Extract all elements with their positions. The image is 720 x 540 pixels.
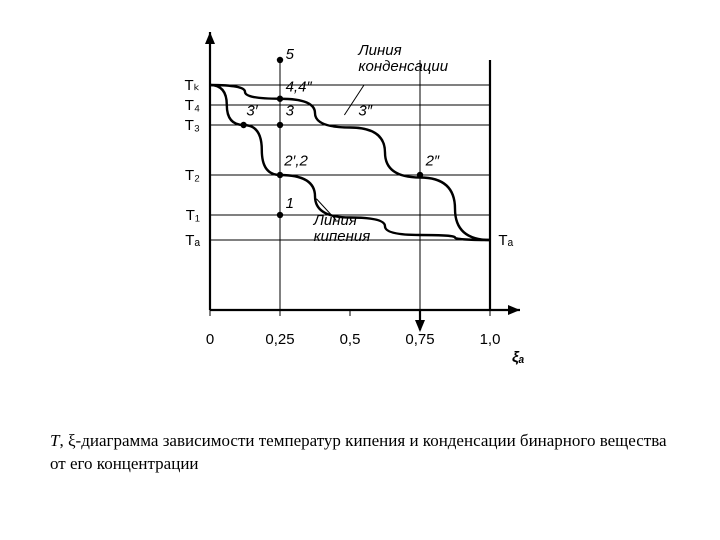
- svg-text:Линия: Линия: [357, 42, 401, 59]
- svg-text:3′: 3′: [246, 102, 258, 119]
- svg-text:Tₖ: Tₖ: [184, 77, 200, 94]
- svg-text:Tₐ: Tₐ: [498, 232, 513, 249]
- svg-text:T₃: T₃: [185, 117, 200, 134]
- svg-text:0,25: 0,25: [265, 331, 294, 348]
- svg-text:T₁: T₁: [186, 207, 200, 224]
- svg-text:ξₐ: ξₐ: [512, 349, 525, 366]
- svg-text:3: 3: [286, 102, 295, 119]
- svg-text:1,0: 1,0: [480, 331, 501, 348]
- svg-text:Линия: Линия: [313, 212, 357, 229]
- caption: T, ξ-диаграмма зависимости температур ки…: [50, 430, 670, 476]
- svg-text:конденсации: конденсации: [358, 58, 448, 75]
- svg-text:4,4″: 4,4″: [286, 79, 313, 96]
- svg-text:2′,2: 2′,2: [283, 152, 308, 169]
- phase-diagram: 00,250,50,751,0ξₐTₖT₄T₃T₂T₁TₐЛинияконден…: [150, 30, 570, 390]
- caption-text: , ξ-диаграмма зависимости температур кип…: [50, 431, 667, 473]
- diagram-svg: 00,250,50,751,0ξₐTₖT₄T₃T₂T₁TₐЛинияконден…: [150, 30, 570, 390]
- svg-text:2″: 2″: [425, 152, 440, 169]
- svg-text:0,5: 0,5: [340, 331, 361, 348]
- svg-text:0,75: 0,75: [405, 331, 434, 348]
- svg-text:Tₐ: Tₐ: [185, 232, 200, 249]
- svg-text:кипения: кипения: [314, 228, 371, 245]
- svg-text:5: 5: [286, 46, 295, 63]
- svg-text:T₂: T₂: [185, 167, 200, 184]
- svg-text:0: 0: [206, 331, 214, 348]
- svg-text:1: 1: [286, 195, 294, 212]
- svg-text:T₄: T₄: [185, 97, 200, 114]
- svg-text:3″: 3″: [358, 102, 372, 119]
